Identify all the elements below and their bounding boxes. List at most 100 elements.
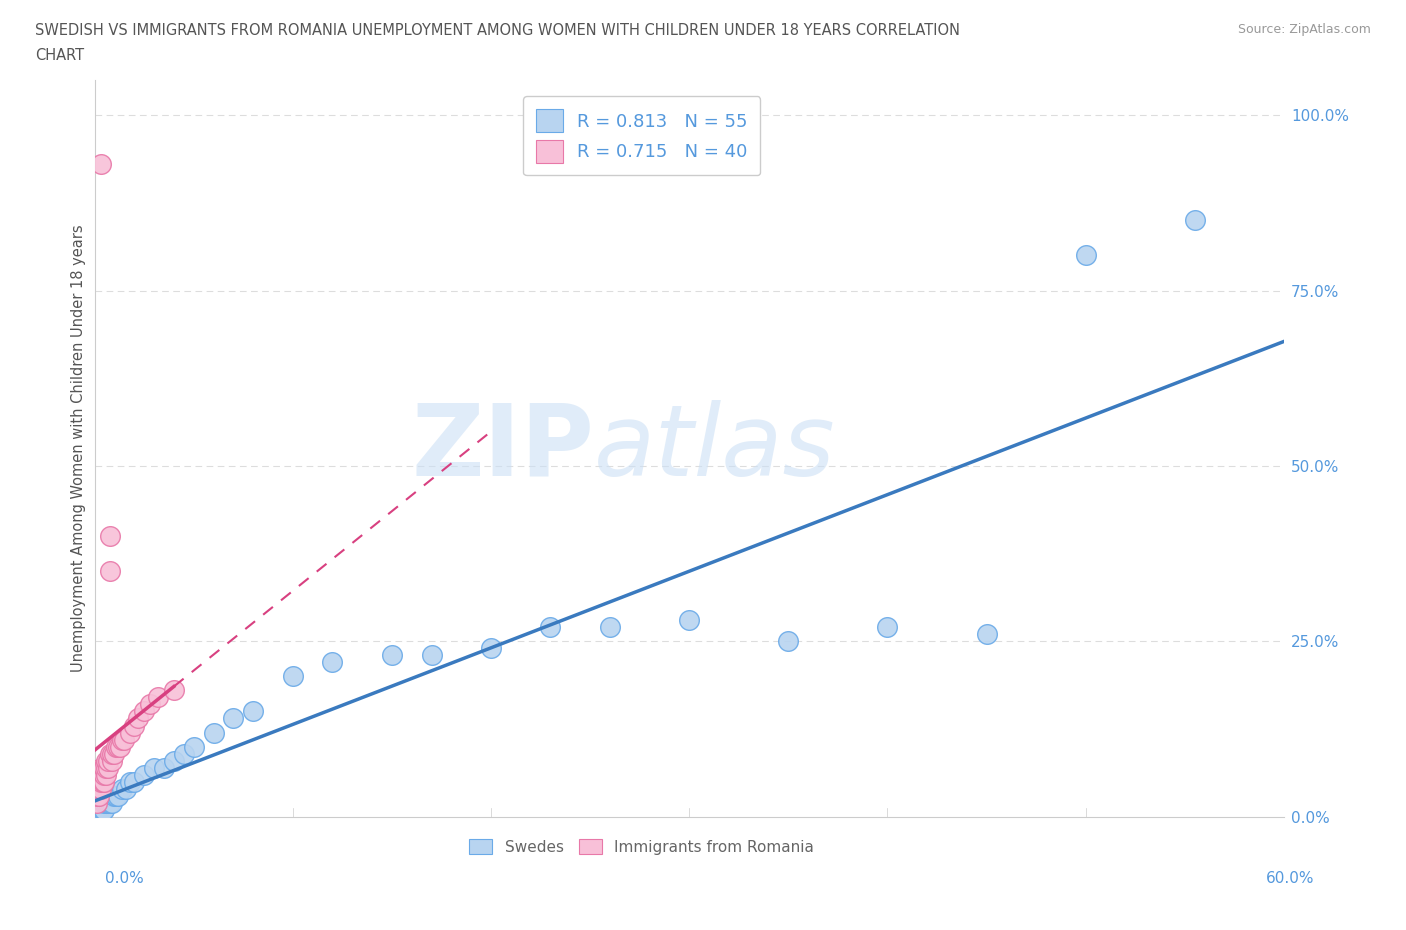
Point [103, 746, 125, 761]
Point [678, 613, 700, 628]
Point [91, 774, 114, 789]
Point [242, 704, 264, 719]
Point [120, 725, 142, 740]
Point [86, 774, 108, 789]
Point [96, 760, 118, 775]
Point [96, 789, 118, 804]
Point [86, 789, 108, 804]
Point [112, 732, 135, 747]
Point [89, 760, 111, 775]
Point [103, 789, 125, 804]
Point [89, 789, 111, 804]
Point [153, 760, 176, 775]
Point [107, 739, 129, 754]
Point [86, 795, 108, 810]
Point [89, 795, 111, 810]
Point [120, 774, 142, 789]
Point [202, 725, 225, 740]
Point [146, 690, 169, 705]
Text: Source: ZipAtlas.com: Source: ZipAtlas.com [1237, 23, 1371, 36]
Point [281, 669, 304, 684]
Point [89, 781, 111, 796]
Point [89, 767, 111, 782]
Point [122, 774, 145, 789]
Point [143, 760, 166, 775]
Point [115, 781, 138, 796]
Point [101, 746, 124, 761]
Point [91, 767, 114, 782]
Point [93, 774, 115, 789]
Point [87, 795, 110, 810]
Point [97, 795, 120, 810]
Point [105, 739, 128, 754]
Point [87, 781, 110, 796]
Point [93, 767, 115, 782]
Point [100, 789, 122, 804]
Point [87, 803, 110, 817]
Point [87, 795, 110, 810]
Point [100, 564, 122, 578]
Point [173, 746, 195, 761]
Point [89, 774, 111, 789]
Y-axis label: Unemployment Among Women with Children Under 18 years: Unemployment Among Women with Children U… [72, 224, 86, 672]
Point [96, 795, 118, 810]
Point [134, 767, 156, 782]
Point [96, 767, 118, 782]
Point [89, 157, 111, 172]
Point [110, 739, 132, 754]
Point [86, 795, 108, 810]
Point [134, 704, 156, 719]
Point [111, 781, 134, 796]
Text: CHART: CHART [35, 48, 84, 63]
Point [111, 732, 134, 747]
Point [93, 789, 115, 804]
Point [540, 620, 562, 635]
Point [97, 753, 120, 768]
Point [599, 620, 621, 635]
Text: 60.0%: 60.0% [1267, 871, 1315, 886]
Point [107, 789, 129, 804]
Point [139, 697, 162, 711]
Text: atlas: atlas [595, 400, 835, 497]
Point [100, 746, 122, 761]
Point [122, 718, 145, 733]
Point [89, 795, 111, 810]
Point [89, 803, 111, 817]
Point [163, 683, 186, 698]
Point [96, 753, 118, 768]
Point [101, 795, 124, 810]
Point [105, 789, 128, 804]
Point [86, 803, 108, 817]
Text: ZIP: ZIP [411, 400, 595, 497]
Point [97, 760, 120, 775]
Text: 0.0%: 0.0% [105, 871, 145, 886]
Point [91, 760, 114, 775]
Point [420, 648, 443, 663]
Point [86, 795, 108, 810]
Point [86, 789, 108, 804]
Point [127, 711, 149, 726]
Point [100, 528, 122, 543]
Point [91, 789, 114, 804]
Point [86, 781, 108, 796]
Point [976, 627, 998, 642]
Point [222, 711, 245, 726]
Point [183, 739, 205, 754]
Point [101, 753, 124, 768]
Point [91, 795, 114, 810]
Legend: Swedes, Immigrants from Romania: Swedes, Immigrants from Romania [464, 832, 820, 860]
Point [93, 795, 115, 810]
Point [1074, 248, 1097, 263]
Point [163, 753, 186, 768]
Point [87, 774, 110, 789]
Point [91, 803, 114, 817]
Point [86, 803, 108, 817]
Point [97, 789, 120, 804]
Point [321, 655, 343, 670]
Point [100, 795, 122, 810]
Point [87, 767, 110, 782]
Point [381, 648, 404, 663]
Point [479, 641, 502, 656]
Point [87, 789, 110, 804]
Point [876, 620, 898, 635]
